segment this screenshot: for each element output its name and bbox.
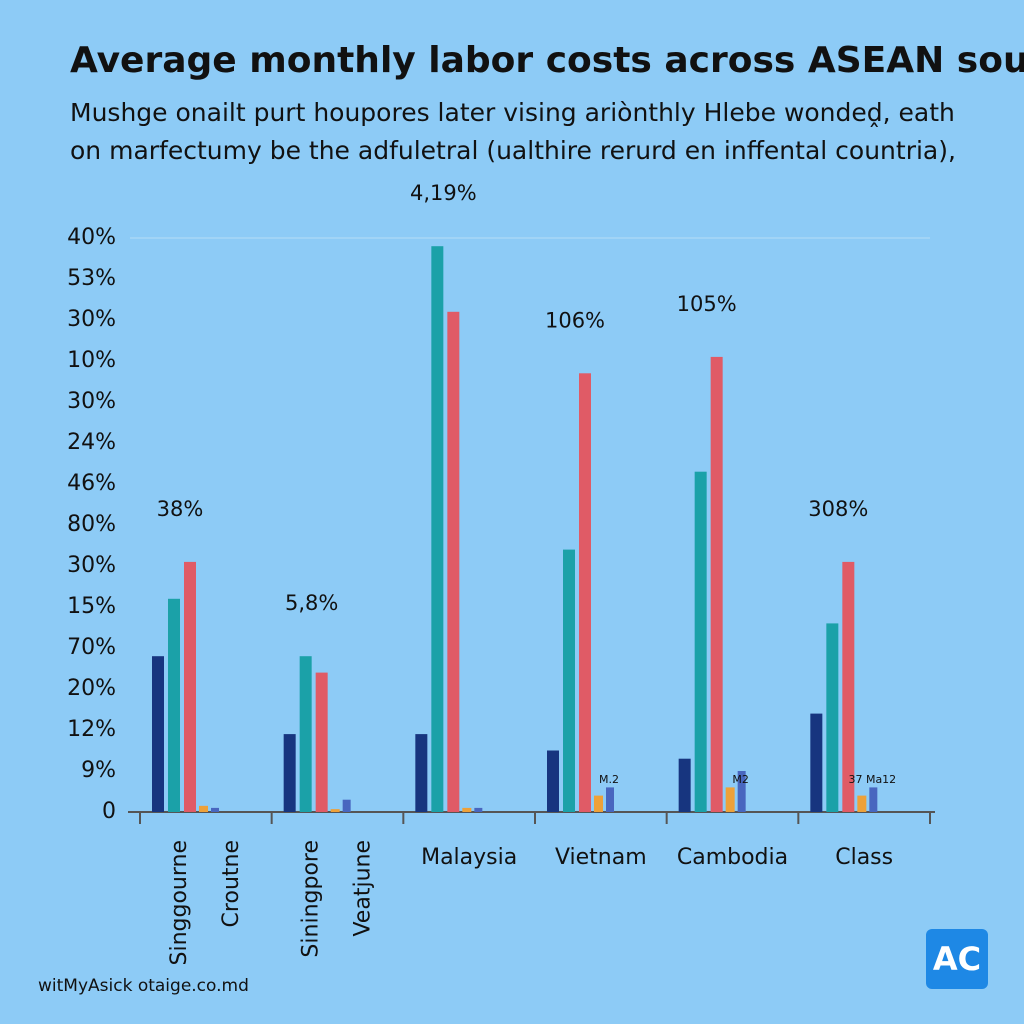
group-label: 308%: [808, 497, 868, 521]
x-tick-label: Class: [835, 845, 893, 870]
subtitle: on marfectumy be the adfuletral (ualthir…: [70, 136, 956, 165]
group-label: 105%: [677, 292, 737, 316]
x-tick-label: Veatjune: [351, 840, 376, 937]
bar: [710, 356, 723, 812]
y-tick-label: 24%: [67, 430, 116, 455]
bar: [315, 672, 328, 812]
bar: [810, 713, 823, 812]
x-tick-label: Malaysia: [421, 845, 517, 870]
y-tick-label: 70%: [67, 635, 116, 660]
small-label: M.2: [599, 773, 619, 786]
bar: [474, 807, 483, 812]
group-label: 4,19%: [410, 181, 477, 205]
x-tick-label: Croutne: [219, 840, 244, 927]
bar: [857, 795, 867, 812]
bar: [431, 246, 444, 812]
group-label: 5,8%: [285, 591, 338, 615]
chart-title: Average monthly labor costs across ASEAN…: [70, 40, 1024, 81]
bar: [869, 787, 878, 812]
y-tick-label: 46%: [67, 471, 116, 496]
logo-box: [926, 929, 988, 989]
bar: [826, 623, 839, 812]
bar: [168, 598, 180, 812]
y-tick-label: 15%: [67, 594, 116, 619]
y-tick-label: 30%: [67, 553, 116, 578]
bar: [447, 311, 460, 812]
bar: [842, 561, 855, 812]
bar: [152, 656, 164, 812]
bar: [184, 561, 196, 812]
subtitle: Mushge onailt purt houpores later vising…: [70, 98, 955, 127]
y-tick-label: 30%: [67, 389, 116, 414]
logo: AC: [933, 940, 981, 978]
bar: [579, 373, 591, 812]
bar: [342, 799, 351, 812]
bar: [594, 795, 603, 812]
bar: [694, 471, 707, 812]
bar: [330, 809, 340, 812]
bar: [462, 807, 472, 812]
footer: witMyAsick otaige.co.md: [38, 976, 249, 996]
bar: [299, 656, 312, 812]
y-tick-label: 0: [102, 799, 116, 824]
small-label: 37 Ma12: [848, 773, 896, 786]
bar: [678, 758, 691, 812]
bar: [563, 549, 575, 812]
y-tick-label: 20%: [67, 676, 116, 701]
bar: [211, 807, 219, 812]
bar: [283, 734, 296, 812]
bar: [415, 734, 428, 812]
y-tick-label: 30%: [67, 307, 116, 332]
x-tick-label: Cambodia: [677, 845, 788, 870]
small-label: M2: [732, 773, 749, 786]
group-label: 38%: [157, 497, 204, 521]
bar: [199, 805, 208, 812]
bar: [725, 787, 735, 812]
group-label: 106%: [545, 308, 605, 332]
y-tick-label: 80%: [67, 512, 116, 537]
y-tick-label: 53%: [67, 266, 116, 291]
x-tick-label: Siningpore: [299, 840, 324, 958]
y-tick-label: 9%: [81, 758, 116, 783]
y-tick-label: 12%: [67, 717, 116, 742]
bar: [547, 750, 559, 812]
bar: [737, 771, 746, 812]
x-tick-label: Vietnam: [555, 845, 647, 870]
bar: [606, 787, 614, 812]
y-tick-label: 10%: [67, 348, 116, 373]
y-tick-label: 40%: [67, 225, 116, 250]
x-tick-label: Singgourne: [167, 840, 192, 966]
